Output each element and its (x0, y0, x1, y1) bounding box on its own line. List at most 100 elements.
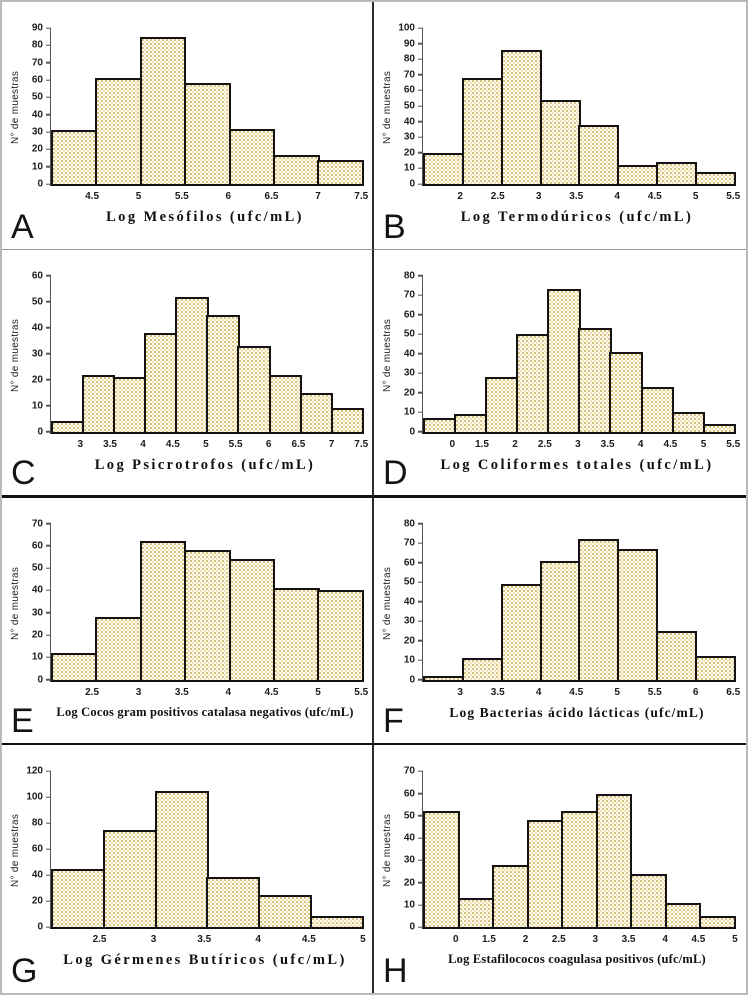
y-tick-label: 0 (37, 426, 43, 438)
y-axis-title: N° de muestras (10, 813, 21, 887)
x-tick-label: 3 (575, 438, 581, 450)
histogram-panel-b: N° de muestras 0 10 20 30 40 50 60 70 80 90 100 2 2.5… (374, 2, 746, 250)
y-tick-mark (418, 105, 423, 107)
x-tick-label: 0 (452, 934, 459, 946)
histogram-bar (51, 130, 98, 184)
histogram-panel-c: N° de muestras 0 10 20 30 40 50 60 3 3.5 4 4.5 5 5.5 6… (2, 249, 374, 498)
x-tick-label: 5 (360, 934, 366, 946)
y-tick-label: 40 (403, 116, 415, 128)
histogram-bar (578, 124, 620, 184)
y-tick-mark (46, 379, 51, 381)
x-tick-label: 6.5 (291, 438, 306, 450)
y-tick-label: 30 (403, 615, 415, 627)
y-tick-mark (418, 659, 423, 661)
y-tick-label: 50 (31, 91, 43, 103)
histogram-panel-e: N° de muestras 0 10 20 30 40 50 60 70 2.5 3 3.5 4 4.5… (2, 497, 374, 746)
y-tick-mark (46, 796, 51, 798)
histogram-bar (526, 820, 564, 928)
y-tick-label: 30 (31, 607, 43, 619)
x-tick-label: 3 (457, 686, 463, 698)
y-tick-label: 100 (398, 22, 415, 34)
histogram-bar (144, 332, 178, 432)
y-tick-mark (418, 372, 423, 374)
y-tick-mark (418, 89, 423, 92)
histogram-bar (630, 873, 667, 928)
histogram-bar (309, 915, 364, 928)
panel-letter: C (11, 453, 36, 492)
y-tick-label: 50 (403, 810, 415, 822)
y-tick-mark (46, 44, 51, 47)
y-tick-label: 80 (31, 817, 43, 829)
y-tick-label: 40 (403, 348, 415, 360)
bars-group (423, 28, 737, 184)
y-tick-label: 80 (403, 270, 415, 282)
y-tick-mark (418, 792, 423, 795)
plot-area: 0 10 20 30 40 50 60 70 80 (404, 518, 737, 685)
x-tick-label: 4.5 (569, 686, 584, 698)
y-tick-label: 60 (403, 788, 415, 800)
x-tick-label: 3 (77, 438, 84, 450)
y-tick-label: 20 (31, 374, 43, 386)
bars-group (51, 28, 365, 184)
x-tick-labels: 3 3.5 4 4.5 5 5.5 6 6.5 (422, 686, 740, 700)
histogram-bar (640, 386, 674, 432)
histogram-bar (51, 868, 105, 928)
histogram-bar (206, 876, 261, 928)
y-tick-mark (418, 183, 423, 185)
y-tick-label: 80 (403, 518, 415, 529)
x-tick-label: 1.5 (475, 438, 489, 450)
y-tick-mark (418, 881, 423, 884)
y-tick-label: 40 (31, 584, 43, 596)
y-tick-label: 60 (403, 557, 415, 568)
y-tick-mark (418, 120, 423, 123)
histogram-bar (95, 78, 142, 184)
y-tick-label: 50 (31, 562, 43, 574)
x-tick-labels: 3 3.5 4 4.5 5 5.5 6 6.5 7 7.5 (50, 438, 368, 452)
y-tick-label: 0 (409, 178, 415, 190)
histogram-bar (113, 377, 147, 432)
histogram-bar (184, 83, 231, 184)
plot-area: 0 10 20 30 40 50 60 (32, 270, 364, 437)
histogram-bar (454, 414, 488, 432)
histogram-bar (492, 864, 529, 928)
histogram-bar (237, 345, 271, 432)
histogram-bar (461, 658, 503, 680)
x-tick-label: 2.5 (490, 191, 505, 202)
x-axis-title: Log Cocos gram positivos catalasa negati… (56, 704, 354, 719)
y-tick-label: 20 (403, 635, 415, 646)
y-tick-mark (46, 926, 51, 928)
y-tick-mark (46, 874, 51, 876)
plot-area: 0 10 20 30 40 50 60 70 80 (404, 270, 736, 437)
y-tick-label: 10 (403, 406, 415, 418)
y-tick-mark (46, 27, 51, 29)
y-tick-mark (46, 770, 51, 772)
x-axis-title: Log Coliformes totales (ufc/mL) (440, 456, 714, 473)
bars-group (51, 771, 364, 928)
y-axis-title: N° de muestras (382, 318, 393, 392)
x-tick-label: 4 (662, 934, 668, 946)
histogram-bar (268, 374, 302, 432)
y-tick-mark (46, 567, 51, 569)
x-tick-label: 5 (203, 438, 209, 450)
histogram-bar (539, 99, 581, 184)
y-tick-label: 20 (403, 877, 415, 889)
y-tick-label: 70 (403, 289, 415, 301)
plot-area: 0 20 40 60 80 100 120 (26, 766, 364, 933)
histogram-bar (609, 351, 643, 432)
y-tick-label: 20 (31, 629, 43, 641)
x-tick-label: 7.5 (354, 438, 369, 450)
y-tick-mark (46, 634, 51, 636)
y-tick-mark (46, 522, 51, 525)
plot-area: 0 10 20 30 40 50 60 70 (404, 766, 736, 933)
y-tick-label: 50 (403, 100, 415, 112)
histogram-bar (485, 377, 519, 432)
y-tick-label: 20 (31, 143, 43, 155)
histogram-bar (51, 421, 85, 432)
y-tick-label: 60 (31, 74, 43, 86)
y-tick-label: 40 (31, 109, 43, 121)
y-tick-mark (418, 431, 423, 433)
histogram-panel-a: N° de muestras 0 10 20 30 40 50 60 70 80 90 4.5 5 5.5… (2, 2, 374, 250)
histogram-bar (617, 548, 659, 680)
y-tick-mark (418, 859, 423, 862)
